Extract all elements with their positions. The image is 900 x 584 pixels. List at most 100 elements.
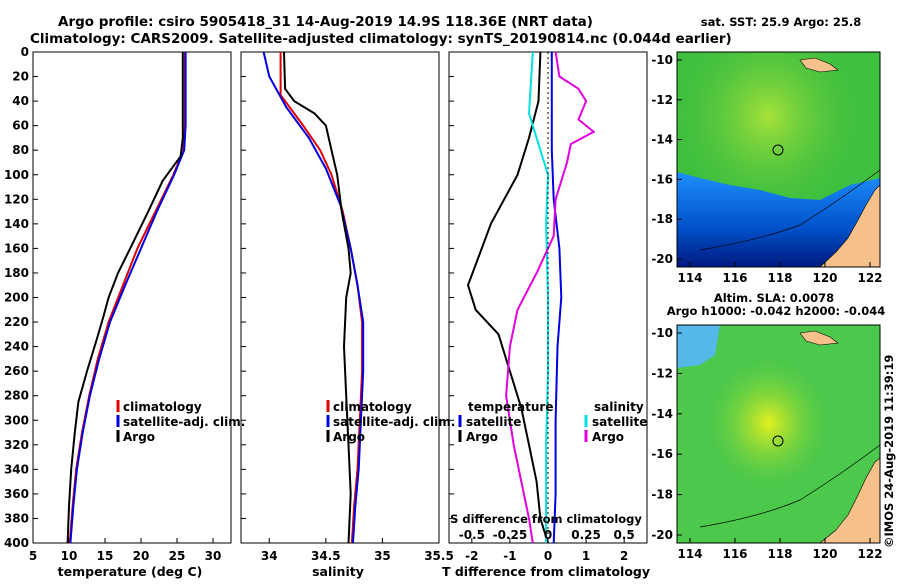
sst-cool-region (677, 172, 880, 267)
legend-temperature-title: temperature (468, 400, 553, 414)
x-tick-label: 5 (29, 549, 37, 563)
lat-tick-label: -14 (651, 407, 673, 421)
depth-tick-label: 0 (21, 45, 29, 59)
lon-tick-label: 120 (812, 271, 837, 285)
x-tick-label: -2 (465, 549, 478, 563)
temperature-xlabel: temperature (deg C) (58, 564, 203, 579)
lon-tick-label: 118 (767, 547, 792, 561)
land-island (799, 57, 839, 73)
sla-map-frame (676, 324, 881, 544)
series-line-satellite-adj-clim- (262, 51, 365, 544)
lat-tick-label: -12 (651, 93, 673, 107)
s-tick-label: -0.5 (459, 528, 485, 542)
series-line-climatology (68, 52, 186, 544)
s-tick-label: 0 (544, 528, 552, 542)
salinity-panel-frame (240, 51, 440, 544)
depth-tick-label: 200 (4, 291, 29, 305)
x-tick-label: 15 (97, 549, 114, 563)
x-tick-label: 35.5 (424, 549, 454, 563)
salinity-panel: 34 34.5 35 35.5 (261, 51, 454, 563)
temperature-panel: 5 10 15 20 25 30 (29, 52, 221, 563)
x-tick-label: 0 (544, 549, 552, 563)
legend-s-argo: Argo (592, 430, 624, 444)
series-line-s-argo (505, 51, 596, 544)
depth-tick-label: 380 (4, 511, 29, 525)
depth-axis: 0 20 40 60 80 100 120 140 160 180 200 220 240 260 280 3… (4, 45, 454, 550)
sla-high-region (677, 325, 880, 543)
x-tick-label: 1 (582, 549, 590, 563)
bathymetry-contour (699, 169, 881, 251)
legend-argo: Argo (123, 430, 155, 444)
x-tick-label: 10 (61, 549, 78, 563)
land-island (799, 330, 839, 346)
sla-map-title-2: Argo h1000: -0.042 h2000: -0.044 (667, 304, 886, 318)
x-tick-label: 35 (374, 549, 391, 563)
depth-tick-label: 240 (4, 340, 29, 354)
argo-position-marker (772, 435, 784, 447)
sla-map-axes: -10 -12 -14 -16 -18 -20 114 116 118 120 122 (651, 326, 882, 561)
series-line-t-argo (466, 51, 549, 544)
depth-tick-label: 280 (4, 389, 29, 403)
lon-tick-label: 122 (857, 547, 882, 561)
legend-argo: Argo (333, 430, 365, 444)
legend-climatology: climatology (333, 400, 412, 414)
salinity-legend: climatology satellite-adj. clim. Argo (326, 400, 455, 444)
series-line-satellite-adj-clim- (69, 52, 187, 544)
bathymetry-contour (699, 444, 881, 528)
lon-tick-label: 122 (857, 271, 882, 285)
x-tick-label: 34 (261, 549, 278, 563)
series-line-t-satellite (550, 52, 563, 544)
depth-tick-label: 340 (4, 462, 29, 476)
difference-panel: -2 -1 0 1 2 -0.5 -0.25 0 0.25 0.5 (459, 51, 635, 563)
legend-t-argo: Argo (466, 430, 498, 444)
argo-position-marker (772, 144, 784, 156)
lon-tick-label: 118 (767, 271, 792, 285)
title-line-2: Climatology: CARS2009. Satellite-adjuste… (30, 31, 732, 47)
legend-s-satellite: satellite (592, 415, 647, 429)
depth-tick-label: 360 (4, 487, 29, 501)
series-line-argo (283, 51, 352, 544)
depth-tick-label: 20 (12, 70, 29, 84)
depth-tick-label: 180 (4, 266, 29, 280)
sst-map-frame (676, 51, 881, 268)
depth-tick-label: 300 (4, 413, 29, 427)
legend-satellite: satellite-adj. clim. (333, 415, 455, 429)
salinity-xlabel: salinity (312, 564, 364, 579)
credit-text: ©IMOS 24-Aug-2019 11:39:19 (882, 355, 896, 548)
depth-tick-label: 260 (4, 364, 29, 378)
lat-tick-label: -18 (651, 488, 673, 502)
legend-satellite: satellite-adj. clim. (123, 415, 245, 429)
lon-tick-label: 120 (812, 547, 837, 561)
lat-tick-label: -12 (651, 366, 673, 380)
lat-tick-label: -10 (651, 53, 673, 67)
series-line-argo (66, 52, 184, 544)
sla-map-title-1: Altim. SLA: 0.0078 (714, 291, 834, 305)
depth-tick-label: 40 (12, 94, 29, 108)
lat-tick-label: -20 (651, 528, 673, 542)
series-line-s-satellite (527, 51, 550, 543)
lat-tick-label: -20 (651, 252, 673, 266)
depth-tick-label: 60 (12, 119, 29, 133)
lon-tick-label: 114 (677, 547, 702, 561)
sla-map (676, 324, 881, 544)
lat-tick-label: -16 (651, 447, 673, 461)
legend-salinity-title: salinity (594, 400, 644, 414)
lon-tick-label: 116 (722, 271, 747, 285)
s-tick-label: -0.25 (493, 528, 528, 542)
depth-tick-label: 320 (4, 438, 29, 452)
temperature-panel-frame (32, 51, 232, 544)
s-tick-label: 0.25 (571, 528, 601, 542)
depth-tick-label: 80 (12, 143, 29, 157)
depth-tick-label: 400 (4, 536, 29, 550)
legend-climatology: climatology (123, 400, 202, 414)
s-tick-label: 0.5 (614, 528, 635, 542)
x-tick-label: 2 (620, 549, 628, 563)
title-line-1: Argo profile: csiro 5905418_31 14-Aug-20… (58, 14, 593, 30)
difference-xlabel: T difference from climatology (442, 564, 650, 579)
depth-tick-label: 160 (4, 241, 29, 255)
depth-tick-label: 100 (4, 168, 29, 182)
sst-map-axes: -10 -12 -14 -16 -18 -20 114 116 118 120 122 (651, 53, 882, 285)
lon-tick-label: 116 (722, 547, 747, 561)
legend-t-satellite: satellite (466, 415, 521, 429)
lat-tick-label: -18 (651, 212, 673, 226)
